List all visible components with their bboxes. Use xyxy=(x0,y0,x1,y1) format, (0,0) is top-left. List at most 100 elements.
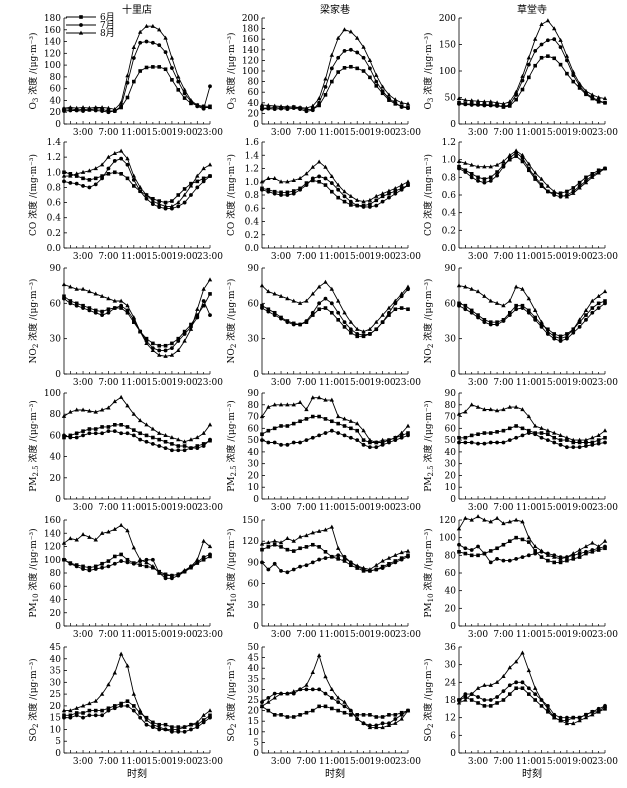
data-point xyxy=(272,189,277,194)
data-point xyxy=(291,549,296,553)
x-tick-label: 15:00 xyxy=(344,630,370,640)
data-point xyxy=(163,573,168,578)
y-tick-label: 60 xyxy=(50,85,62,95)
data-point xyxy=(564,333,570,338)
data-point xyxy=(163,727,168,732)
data-point xyxy=(323,93,328,97)
data-point xyxy=(348,327,353,332)
data-point xyxy=(329,554,334,559)
data-point xyxy=(304,171,309,176)
data-point xyxy=(367,326,373,331)
data-point xyxy=(157,348,162,353)
series-line-7月 xyxy=(458,681,606,719)
data-point xyxy=(349,563,353,568)
data-point xyxy=(482,551,487,556)
y-tick-label: 1.2 xyxy=(245,165,259,175)
x-tick-label: 11:00 xyxy=(516,630,542,640)
data-point xyxy=(342,710,347,715)
data-point xyxy=(310,560,315,565)
data-point xyxy=(74,303,79,308)
series-line-8月 xyxy=(261,161,409,203)
data-point xyxy=(393,717,398,721)
data-point xyxy=(74,301,79,306)
data-point xyxy=(335,298,341,303)
data-point xyxy=(482,407,487,412)
data-point xyxy=(469,98,474,103)
data-point xyxy=(393,552,398,557)
data-point xyxy=(476,103,480,107)
data-point xyxy=(131,708,136,713)
data-point xyxy=(106,559,111,563)
data-point xyxy=(163,439,168,444)
data-point xyxy=(533,63,537,68)
data-point xyxy=(361,69,366,73)
data-point xyxy=(514,556,519,561)
data-point xyxy=(374,79,379,84)
data-point xyxy=(514,154,518,158)
data-point xyxy=(176,204,181,209)
data-point xyxy=(68,409,73,414)
data-point xyxy=(590,95,595,100)
data-point xyxy=(476,553,480,558)
data-point xyxy=(112,554,117,559)
data-point xyxy=(125,425,130,429)
data-point xyxy=(157,27,162,32)
y-tick-label: 50 xyxy=(248,436,260,446)
x-tick-label: 15:00 xyxy=(146,503,172,513)
data-point xyxy=(469,310,474,315)
data-point xyxy=(476,178,480,183)
data-point xyxy=(335,182,341,187)
data-point xyxy=(406,307,410,312)
y-tick-label: 36 xyxy=(445,643,457,653)
data-point xyxy=(577,551,582,556)
y-tick-label: 150 xyxy=(242,516,259,526)
data-point xyxy=(558,556,563,561)
data-point xyxy=(482,164,487,169)
data-point xyxy=(577,317,582,322)
data-point xyxy=(539,21,544,26)
data-point xyxy=(93,537,98,542)
data-point xyxy=(207,162,213,167)
data-point xyxy=(93,310,98,315)
y-tick-label: 20 xyxy=(445,604,457,614)
x-tick-label: 23:00 xyxy=(197,252,223,262)
data-point xyxy=(342,27,347,32)
data-point xyxy=(74,435,79,440)
data-point xyxy=(119,303,124,308)
data-point xyxy=(323,306,328,310)
data-point xyxy=(374,327,379,332)
data-point xyxy=(100,708,104,713)
data-point xyxy=(463,160,468,165)
data-point xyxy=(310,310,315,315)
data-point xyxy=(482,704,487,708)
data-point xyxy=(266,404,271,409)
data-point xyxy=(399,187,404,192)
x-tick-label: 11:00 xyxy=(319,757,345,767)
y-tick-label: 60 xyxy=(445,569,457,579)
data-point xyxy=(163,576,168,581)
y-tick-label: 30 xyxy=(248,460,260,470)
y-tick-label: 40 xyxy=(50,96,62,106)
x-tick-label: 7:00 xyxy=(296,757,316,767)
data-point xyxy=(132,428,136,432)
data-point xyxy=(330,310,334,315)
x-tick-label: 15:00 xyxy=(344,128,370,138)
data-point xyxy=(150,441,155,446)
data-point xyxy=(144,717,149,722)
y-tick-label: 30 xyxy=(248,685,260,695)
x-tick-label: 3:00 xyxy=(468,252,488,262)
y-tick-label: 100 xyxy=(242,67,259,77)
y-tick-label: 1.6 xyxy=(245,138,260,148)
data-point xyxy=(323,164,328,169)
data-point xyxy=(131,45,137,50)
data-point xyxy=(100,109,104,113)
data-point xyxy=(61,413,67,418)
x-tick-label: 15:00 xyxy=(344,378,370,388)
data-point xyxy=(501,164,506,169)
data-point xyxy=(520,407,525,412)
data-point xyxy=(195,444,200,448)
data-point xyxy=(596,709,601,714)
data-point xyxy=(169,352,175,357)
data-point xyxy=(61,105,67,110)
